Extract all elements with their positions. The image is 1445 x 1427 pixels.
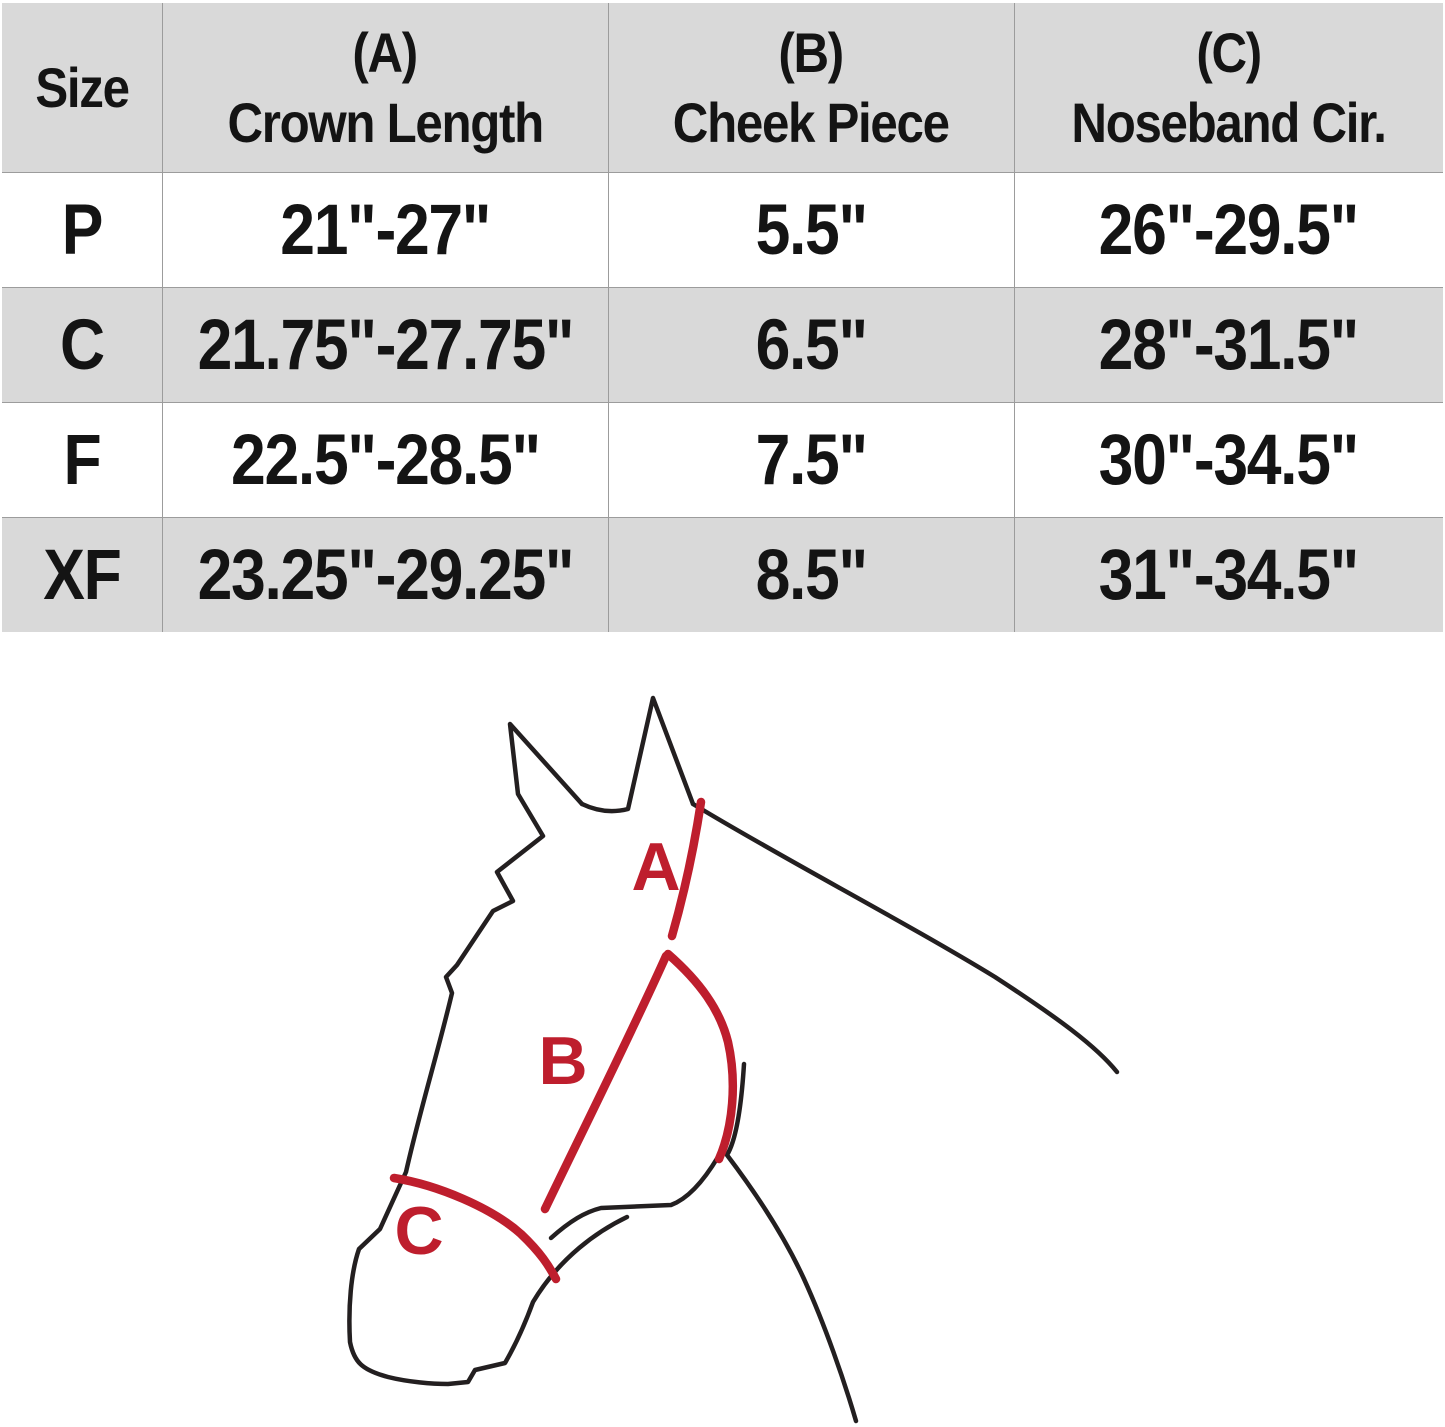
label-b-cheek: B bbox=[538, 1023, 587, 1099]
table-row-cob: C 21.75"-27.75" 6.5" 28"-31.5" bbox=[1, 287, 1444, 403]
table-row-pony: P 21"-27" 5.5" 26"-29.5" bbox=[1, 172, 1444, 288]
noseband-cell: 28"-31.5" bbox=[1013, 287, 1444, 403]
horse-mane-line bbox=[690, 801, 1120, 1075]
col-header-cheek-label: Cheek Piece bbox=[673, 90, 950, 154]
col-header-noseband: (C) Noseband Cir. bbox=[1013, 2, 1444, 173]
horse-head-diagram-svg: A B C bbox=[347, 695, 1120, 1424]
horse-face-outline bbox=[347, 721, 630, 1387]
cheek-piece-cell: 6.5" bbox=[607, 287, 1015, 403]
halter-size-chart-table: Size (A) Crown Length (B) Cheek Piece (C… bbox=[1, 2, 1444, 633]
halter-cheek-arc bbox=[663, 949, 738, 1164]
noseband-cell: 31"-34.5" bbox=[1013, 517, 1444, 633]
col-header-crown-label: Crown Length bbox=[227, 90, 544, 154]
crown-length-cell: 23.25"-29.25" bbox=[161, 517, 609, 633]
size-cell: F bbox=[1, 402, 163, 518]
col-header-noseband-label: Noseband Cir. bbox=[1071, 90, 1388, 154]
col-header-size: Size bbox=[1, 2, 163, 173]
horse-halter-measurement-diagram: A B C bbox=[0, 632, 1445, 1425]
size-cell: C bbox=[1, 287, 163, 403]
table-row-extra-full: XF 23.25"-29.25" 8.5" 31"-34.5" bbox=[1, 517, 1444, 633]
halter-noseband-c bbox=[389, 1173, 561, 1284]
header-row: Size (A) Crown Length (B) Cheek Piece (C… bbox=[1, 2, 1444, 173]
horse-mouth-line bbox=[548, 1154, 721, 1241]
col-header-cheek-tag: (B) bbox=[778, 21, 845, 85]
size-cell: XF bbox=[1, 517, 163, 633]
label-c-noseband: C bbox=[394, 1193, 443, 1269]
label-a-crown: A bbox=[631, 829, 680, 905]
col-header-size-label: Size bbox=[35, 55, 130, 119]
cheek-piece-cell: 8.5" bbox=[607, 517, 1015, 633]
halter-crown-strap-a bbox=[667, 797, 706, 941]
col-header-crown-length: (A) Crown Length bbox=[161, 2, 609, 173]
halter-cheek-strap-b bbox=[540, 951, 671, 1214]
table-row-full: F 22.5"-28.5" 7.5" 30"-34.5" bbox=[1, 402, 1444, 518]
col-header-crown-tag: (A) bbox=[352, 21, 419, 85]
noseband-cell: 30"-34.5" bbox=[1013, 402, 1444, 518]
crown-length-cell: 22.5"-28.5" bbox=[161, 402, 609, 518]
crown-length-cell: 21.75"-27.75" bbox=[161, 287, 609, 403]
horse-throat-line bbox=[724, 1061, 859, 1424]
col-header-noseband-tag: (C) bbox=[1196, 21, 1263, 85]
cheek-piece-cell: 7.5" bbox=[607, 402, 1015, 518]
crown-length-cell: 21"-27" bbox=[161, 172, 609, 288]
size-cell: P bbox=[1, 172, 163, 288]
size-chart-header: Size (A) Crown Length (B) Cheek Piece (C… bbox=[1, 2, 1444, 173]
horse-poll-and-ear-outline bbox=[579, 695, 696, 814]
col-header-cheek-piece: (B) Cheek Piece bbox=[607, 2, 1015, 173]
noseband-cell: 26"-29.5" bbox=[1013, 172, 1444, 288]
cheek-piece-cell: 5.5" bbox=[607, 172, 1015, 288]
